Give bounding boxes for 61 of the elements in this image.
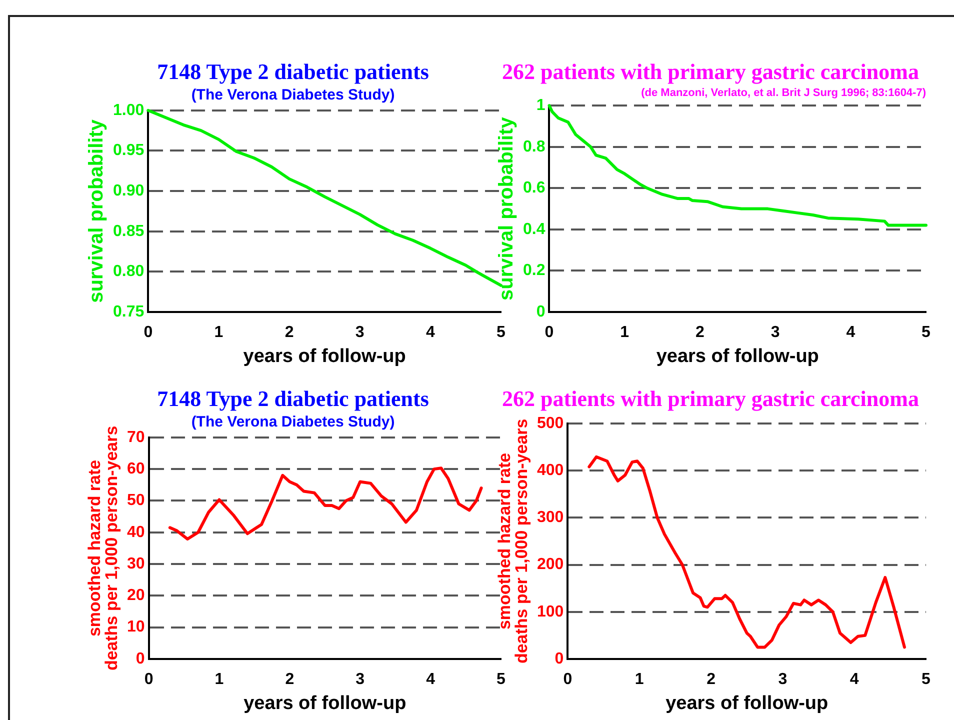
y-tick-label: 1: [536, 97, 546, 114]
y-tick-label: 0.80: [113, 263, 144, 280]
y-tick-label: 0.95: [113, 142, 144, 160]
x-axis-title: years of follow-up: [244, 692, 406, 714]
y-tick-label: 500: [536, 414, 564, 432]
x-tick-label: 4: [850, 671, 859, 688]
y-tick-label: 0.4: [522, 220, 546, 238]
y-tick-label: 70: [127, 428, 145, 446]
x-axis-title: years of follow-up: [243, 346, 406, 367]
y-tick-label: 20: [127, 587, 145, 604]
chart-subtitle: (The Verona Diabetes Study): [191, 86, 395, 104]
y-tick-label: 40: [127, 524, 145, 541]
y-tick-label: 100: [536, 603, 564, 620]
chart-title: 262 patients with primary gastric carcinoma: [502, 58, 919, 84]
y-tick-label: 0: [536, 303, 546, 320]
chart-title: 7148 Type 2 diabetic patients: [157, 58, 430, 84]
chart-subtitle: (de Manzoni, Verlato, et al. Brit J Surg 1996; 83:1604-7): [641, 87, 926, 100]
y-tick-label: 200: [536, 556, 564, 574]
y-tick-label: 30: [127, 555, 145, 572]
chart-title: 262 patients with primary gastric carcinoma: [502, 386, 919, 411]
x-axis-title: years of follow-up: [666, 692, 828, 714]
x-tick-label: 4: [426, 671, 436, 688]
x-tick-label: 5: [496, 324, 506, 342]
y-tick-label: 0.90: [113, 182, 144, 200]
y-tick-label: 300: [536, 509, 564, 526]
x-tick-label: 4: [846, 324, 856, 342]
y-axis-title: smoothed hazard rate deaths per 1,000 person-years: [85, 426, 122, 671]
x-tick-label: 5: [496, 671, 506, 688]
y-tick-label: 0: [554, 650, 564, 668]
x-tick-label: 2: [706, 671, 716, 688]
y-tick-label: 50: [127, 492, 145, 510]
x-tick-label: 3: [355, 324, 364, 342]
y-tick-label: 0.8: [522, 138, 546, 156]
x-tick-label: 3: [770, 324, 780, 342]
x-tick-label: 2: [284, 324, 294, 342]
x-tick-label: 2: [285, 671, 294, 688]
y-tick-label: 1.00: [113, 102, 144, 119]
x-tick-label: 1: [214, 324, 224, 342]
x-tick-label: 4: [426, 324, 435, 342]
x-tick-label: 3: [778, 671, 788, 688]
x-tick-label: 1: [214, 671, 224, 688]
y-tick-label: 60: [127, 460, 145, 478]
x-axis-title: years of follow-up: [656, 346, 819, 367]
x-tick-label: 1: [620, 324, 630, 342]
y-tick-label: 0: [136, 650, 145, 668]
y-tick-label: 0.85: [113, 222, 144, 240]
x-tick-label: 2: [695, 324, 704, 342]
y-tick-label: 0.2: [522, 262, 546, 280]
x-tick-label: 5: [922, 671, 931, 688]
y-axis-title: survival probability: [496, 116, 518, 300]
y-tick-label: 10: [127, 618, 145, 636]
x-tick-label: 5: [922, 324, 931, 342]
y-axis-title: survival probability: [86, 118, 108, 303]
chart-subtitle: (The Verona Diabetes Study): [191, 414, 395, 431]
y-tick-label: 0.75: [113, 303, 144, 320]
y-tick-label: 0.6: [522, 180, 546, 197]
x-tick-label: 3: [356, 671, 365, 688]
chart-title: 7148 Type 2 diabetic patients: [157, 386, 430, 411]
x-tick-label: 1: [634, 671, 644, 688]
y-tick-label: 400: [536, 462, 564, 479]
y-axis-title: smoothed hazard rate deaths per 1,000 person-years: [495, 418, 532, 664]
